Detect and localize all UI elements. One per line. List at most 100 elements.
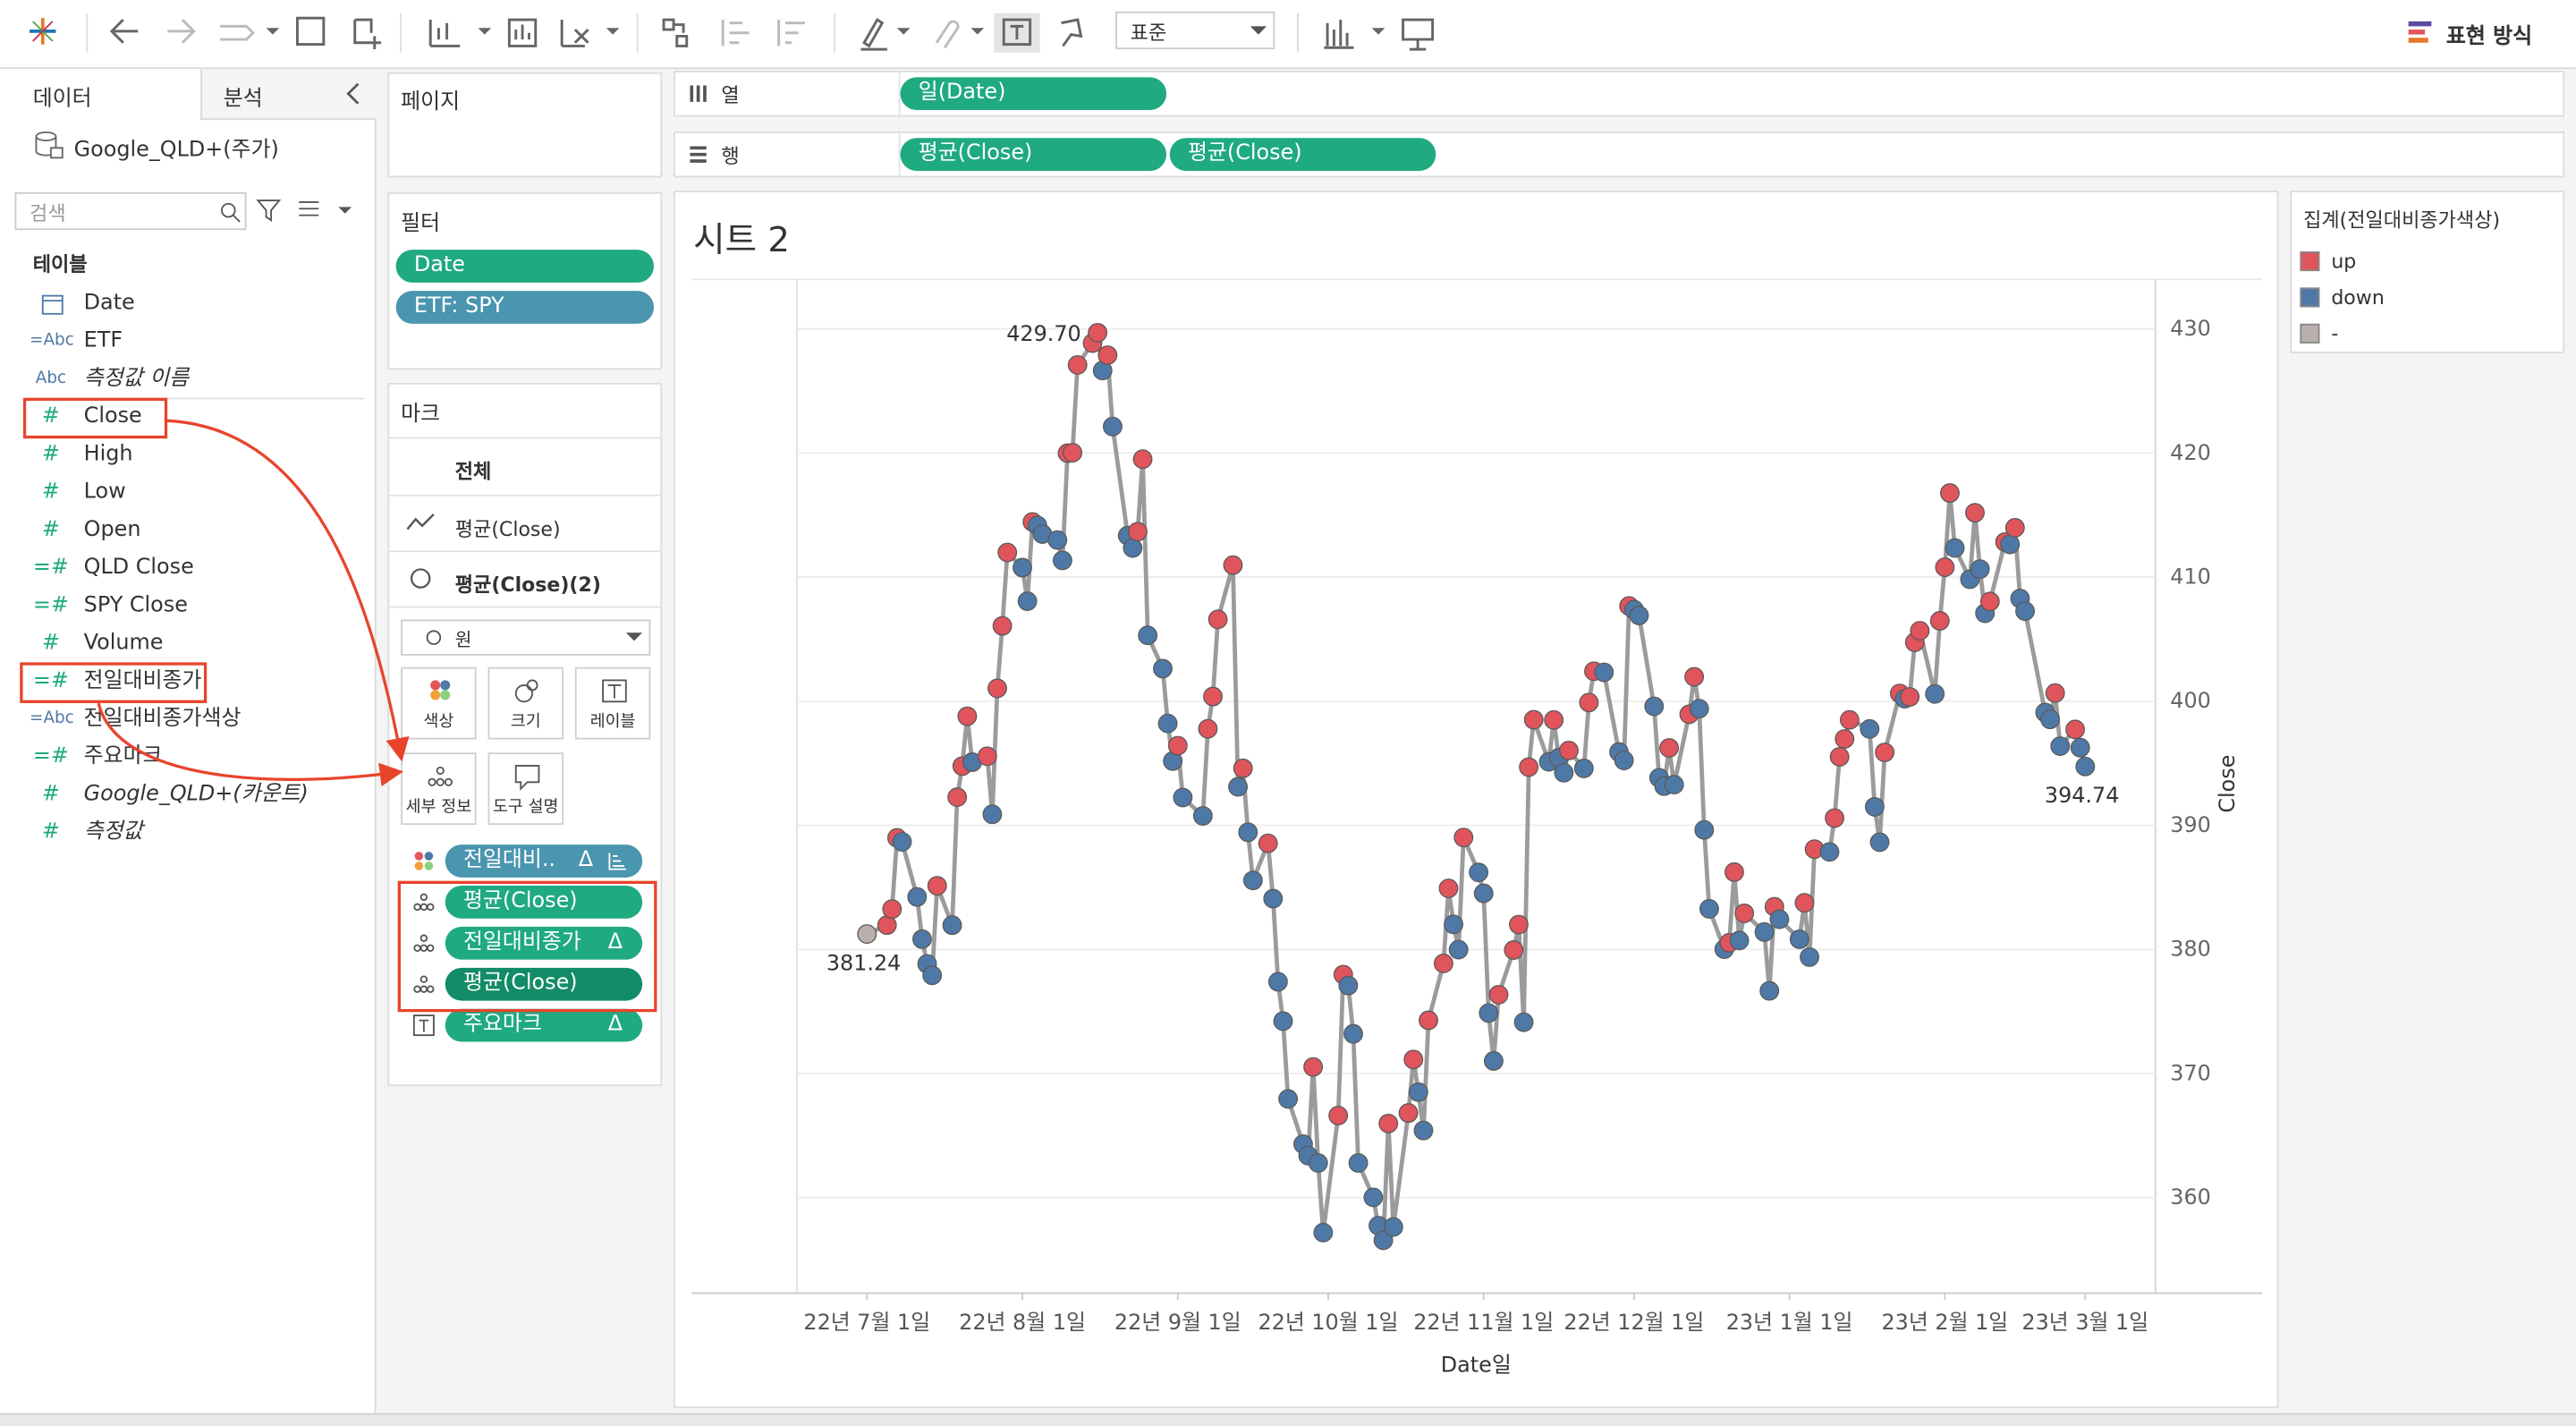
point bbox=[1469, 862, 1489, 883]
legend-swatch[interactable] bbox=[2300, 287, 2320, 308]
point bbox=[1509, 914, 1529, 935]
field[interactable]: # Open bbox=[0, 513, 375, 548]
encoding-pill[interactable]: 주요마크 Δ bbox=[445, 1008, 643, 1042]
field[interactable]: Date bbox=[0, 286, 375, 322]
mark-button[interactable]: 레이블 bbox=[574, 666, 651, 740]
point bbox=[1759, 980, 1780, 1001]
filter-pill[interactable]: Date bbox=[395, 250, 655, 283]
marks-layer[interactable]: 평균(Close) bbox=[454, 517, 561, 541]
field[interactable]: # Google_QLD+(카운트) bbox=[0, 777, 375, 813]
field[interactable]: # Close bbox=[0, 399, 375, 435]
field-name: 전일대비종가색상 bbox=[83, 706, 242, 732]
pane-tools[interactable] bbox=[256, 197, 359, 223]
mark-button-icon bbox=[602, 679, 627, 703]
point bbox=[1438, 879, 1459, 898]
point bbox=[1132, 449, 1153, 470]
legend-label: down bbox=[2331, 285, 2385, 310]
point bbox=[1929, 611, 1950, 631]
swap[interactable] bbox=[662, 18, 689, 47]
presentation[interactable] bbox=[1402, 18, 1435, 51]
dropdown-arrow bbox=[1250, 26, 1267, 35]
point bbox=[1573, 758, 1594, 778]
point bbox=[1383, 1217, 1403, 1237]
field[interactable]: =# 전일대비종가 bbox=[0, 664, 375, 700]
new-sheet[interactable] bbox=[428, 20, 461, 47]
point bbox=[857, 924, 877, 945]
rows-shelf: 행 평균(Close) 평균(Close) bbox=[674, 131, 2565, 178]
search-box[interactable]: 검색 bbox=[14, 191, 247, 231]
field[interactable]: # Volume bbox=[0, 626, 375, 662]
mark-button[interactable]: 세부 정보 bbox=[401, 752, 477, 826]
point bbox=[1614, 751, 1634, 770]
mark-button[interactable]: 크기 bbox=[487, 666, 564, 740]
point bbox=[1173, 787, 1193, 808]
replay[interactable] bbox=[220, 24, 255, 41]
field-type-icon: # bbox=[41, 480, 60, 505]
point bbox=[1097, 345, 1118, 365]
field[interactable]: Abc 측정값 이름 bbox=[0, 361, 375, 397]
field-type-icon: # bbox=[41, 631, 60, 656]
marks-layer[interactable]: 평균(Close)(2) bbox=[454, 573, 601, 597]
collapse-pane[interactable] bbox=[345, 82, 361, 106]
field[interactable]: =# QLD Close bbox=[0, 550, 375, 586]
encoding-pill[interactable]: 평균(Close) bbox=[445, 885, 643, 919]
mark-button[interactable]: 도구 설명 bbox=[487, 752, 564, 826]
field[interactable]: # 측정값 bbox=[0, 815, 375, 851]
sort-desc[interactable] bbox=[777, 20, 805, 47]
highlight[interactable] bbox=[860, 17, 887, 51]
marks-layer[interactable]: 전체 bbox=[454, 460, 492, 483]
point bbox=[1343, 1023, 1363, 1044]
point bbox=[1684, 666, 1705, 687]
point bbox=[2004, 518, 2025, 538]
format-dropdown[interactable]: 표준 bbox=[1115, 11, 1275, 50]
show-me-toggle[interactable] bbox=[1324, 20, 1354, 49]
encoding-pill[interactable]: 평균(Close) bbox=[445, 967, 643, 1001]
encoding-pill[interactable]: 전일대비종가 Δ bbox=[445, 926, 643, 960]
field[interactable]: =# SPY Close bbox=[0, 589, 375, 624]
analysis-tab[interactable]: 분석 bbox=[223, 87, 263, 112]
point bbox=[1348, 1153, 1368, 1173]
clear-sheet[interactable] bbox=[560, 20, 589, 47]
point bbox=[1935, 557, 1955, 577]
point bbox=[1313, 1222, 1334, 1243]
data-label: 394.74 bbox=[2045, 783, 2120, 808]
field[interactable]: =# 주요마크 bbox=[0, 740, 375, 776]
rows-pill[interactable]: 평균(Close) bbox=[1169, 138, 1436, 172]
legend-swatch[interactable] bbox=[2300, 251, 2320, 272]
field[interactable]: =Abc ETF bbox=[0, 324, 375, 360]
point bbox=[1839, 709, 1860, 730]
search-placeholder: 검색 bbox=[30, 201, 66, 225]
field[interactable]: =Abc 전일대비종가색상 bbox=[0, 701, 375, 737]
mark-button[interactable]: 색상 bbox=[401, 666, 477, 740]
mark-button-icon bbox=[428, 766, 453, 786]
sort-asc[interactable] bbox=[721, 20, 750, 47]
field[interactable]: # High bbox=[0, 437, 375, 473]
dropdown-arrow bbox=[625, 632, 643, 641]
point bbox=[1825, 808, 1844, 828]
point bbox=[1267, 972, 1288, 992]
encoding-pill[interactable]: 전일대비.. Δ bbox=[445, 845, 643, 878]
filter-pill[interactable]: ETF: SPY bbox=[395, 291, 655, 324]
point bbox=[1203, 686, 1223, 707]
save[interactable] bbox=[295, 16, 326, 47]
pin[interactable] bbox=[1061, 18, 1083, 47]
data-tab[interactable]: 데이터 bbox=[32, 87, 92, 112]
show-me-button[interactable]: 표현 방식 bbox=[2445, 24, 2533, 50]
datasource-name[interactable]: Google_QLD+(주가) bbox=[73, 138, 279, 163]
field-name: 측정값 이름 bbox=[83, 366, 190, 392]
rows-pill[interactable]: 평균(Close) bbox=[900, 138, 1167, 172]
point bbox=[1644, 696, 1665, 717]
columns-pill[interactable]: 일(Date) bbox=[900, 77, 1167, 111]
undo[interactable] bbox=[109, 19, 139, 44]
new-datasource[interactable] bbox=[353, 18, 382, 50]
legend-swatch[interactable] bbox=[2300, 323, 2320, 344]
point bbox=[2015, 601, 2035, 622]
annotate[interactable] bbox=[935, 20, 960, 49]
redo[interactable] bbox=[167, 19, 196, 44]
duplicate[interactable] bbox=[507, 18, 538, 47]
point bbox=[1664, 775, 1684, 795]
mark-type-select[interactable]: 원 bbox=[401, 619, 651, 656]
field[interactable]: # Low bbox=[0, 475, 375, 511]
point bbox=[2000, 534, 2021, 555]
y-tick-label: 430 bbox=[2170, 316, 2211, 341]
